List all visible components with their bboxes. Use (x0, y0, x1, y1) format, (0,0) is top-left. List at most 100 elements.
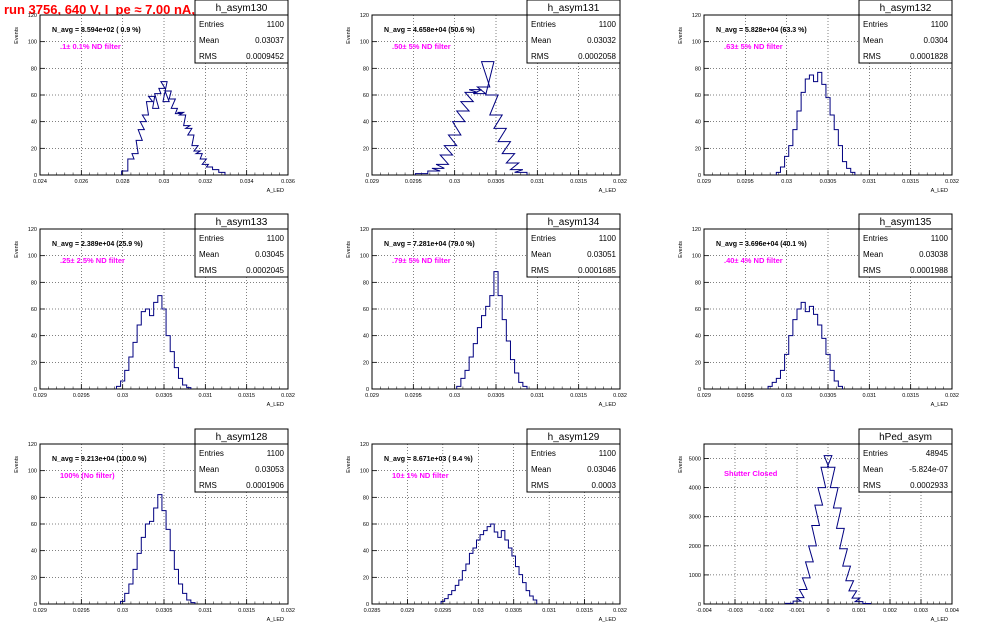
stat-name: Mean (863, 250, 883, 259)
y-axis-title: Events (14, 456, 20, 473)
x-tick-label: 0.031 (198, 608, 212, 614)
histogram-bin (477, 328, 481, 389)
histogram-name: h_asym135 (880, 217, 932, 228)
histogram-bin (809, 75, 813, 175)
stat-value: 0.03046 (587, 465, 616, 474)
histogram-bin (462, 571, 466, 604)
x-tick-label: 0.003 (914, 608, 928, 614)
histogram-bin (809, 306, 813, 389)
stats-title-box (858, 0, 953, 16)
histogram-bin (461, 378, 465, 389)
y-tick-label: 100 (28, 254, 37, 260)
stat-name: Entries (531, 449, 556, 458)
histogram-bin (797, 111, 801, 175)
stat-value: 1100 (267, 20, 285, 29)
filter-label: .25± 2.5% ND filter (60, 256, 125, 265)
histogram-bin (838, 386, 842, 389)
y-tick-label: 0 (34, 173, 37, 179)
filter-label: .1± 0.1% ND filter (60, 42, 121, 51)
x-tick-label: 0.031 (530, 179, 544, 185)
histogram-bin (818, 325, 822, 389)
y-tick-label: 80 (31, 280, 37, 286)
histogram-bin (498, 296, 502, 389)
x-tick-label: -0.004 (696, 608, 712, 614)
histogram-bin (452, 591, 456, 604)
histogram-bin (834, 381, 838, 389)
stat-name: Mean (863, 36, 883, 45)
stats-title-box (858, 428, 953, 445)
x-tick-label: 0.032 (945, 393, 959, 399)
histogram-bin (178, 378, 182, 389)
histogram-bin (512, 556, 516, 604)
x-tick-label: 0.0315 (902, 179, 919, 185)
histogram-bin (515, 567, 519, 604)
histogram-bin (510, 360, 514, 389)
y-axis-title: Events (346, 456, 352, 473)
x-tick-label: 0.029 (33, 608, 47, 614)
y-tick-label: 40 (31, 549, 37, 555)
histogram-bin (466, 564, 470, 604)
stat-value: 0.03037 (255, 36, 284, 45)
histogram-name: h_asym133 (216, 217, 268, 228)
histogram-bin (814, 82, 818, 175)
histogram-bin (141, 537, 145, 604)
x-tick-label: 0.03 (781, 393, 792, 399)
histogram-panel: 0.029 0.0295 0.03 0.0305 0.031 0.0315 0.032 0 20… (346, 0, 627, 194)
y-tick-label: 80 (363, 66, 369, 72)
histogram-bin (515, 373, 519, 389)
histogram-bin (162, 511, 166, 604)
histogram-name: h_asym134 (548, 217, 600, 228)
x-tick-label: -0.003 (727, 608, 743, 614)
histogram-name: h_asym131 (548, 3, 600, 14)
histogram-outline (440, 523, 538, 604)
stat-value: 1100 (599, 20, 617, 29)
y-tick-label: 120 (360, 442, 369, 448)
x-tick-label: 0.029 (365, 393, 379, 399)
histogram-bin (793, 320, 797, 389)
x-tick-label: 0.024 (33, 179, 47, 185)
histogram-bin (801, 92, 805, 175)
y-tick-label: 120 (360, 227, 369, 233)
stat-value: 0.0002045 (246, 266, 284, 275)
y-tick-label: 20 (695, 146, 701, 152)
histogram-bin (785, 603, 793, 604)
y-tick-label: 120 (28, 227, 37, 233)
y-tick-label: 80 (363, 495, 369, 501)
histogram-bin (789, 146, 793, 175)
x-tick-label: 0.031 (862, 179, 876, 185)
histogram-bin (187, 388, 191, 389)
stat-value: 0.0001685 (578, 266, 616, 275)
histogram-bin (490, 296, 494, 389)
x-axis-title: A_LED (267, 402, 284, 408)
histogram-name: h_asym130 (216, 3, 268, 14)
x-tick-label: -0.002 (758, 608, 774, 614)
x-tick-label: 0.0305 (488, 179, 505, 185)
x-tick-label: 0.029 (697, 393, 711, 399)
x-tick-label: 0.029 (33, 393, 47, 399)
histogram-bin (847, 168, 851, 175)
histogram-series (456, 271, 528, 389)
y-tick-label: 0 (366, 387, 369, 393)
x-tick-label: 0.0305 (156, 608, 173, 614)
page-title: run 3756, 640 V, I_pe ≈ 7.00 nA, 120 Hz (4, 2, 240, 17)
histogram-bin (187, 600, 191, 604)
histogram-bin (801, 302, 805, 389)
histogram-bin (814, 314, 818, 389)
histogram-bin (505, 540, 509, 604)
x-tick-label: 0.0315 (902, 393, 919, 399)
x-tick-label: 0.031 (862, 393, 876, 399)
histogram-bin (480, 535, 484, 604)
stats-title-box (194, 213, 289, 230)
stat-name: Entries (863, 449, 888, 458)
stat-value: 0.03038 (919, 250, 948, 259)
histogram-bin (834, 130, 838, 175)
y-tick-label: 4000 (689, 486, 701, 492)
y-axis-title: Events (346, 27, 352, 44)
stat-name: Mean (531, 250, 551, 259)
histogram-panel: 0.029 0.0295 0.03 0.0305 0.031 0.0315 0.032 0 20… (346, 213, 627, 408)
x-axis-title: A_LED (267, 188, 284, 194)
stat-name: Mean (863, 465, 883, 474)
histogram-bin (137, 325, 141, 389)
histogram-bin (441, 601, 445, 604)
y-tick-label: 0 (34, 602, 37, 608)
